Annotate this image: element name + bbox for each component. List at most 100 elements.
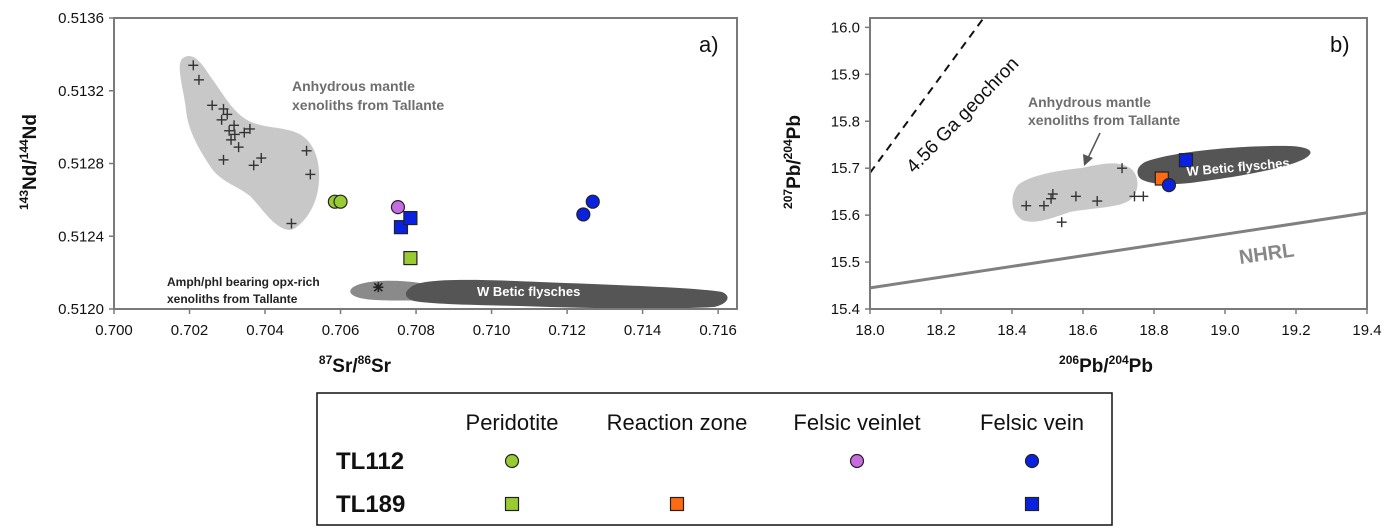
panel-a-mantle-cross: [301, 145, 312, 156]
panel-a-plot-frame: [113, 17, 738, 310]
panel-a-x-tick-label: 0.702: [171, 322, 209, 339]
panel-a-flysch-field-label: W Betic flysches: [477, 284, 580, 299]
panel-b-point-tl112-felsic-vein: [1161, 177, 1177, 193]
panel-a-mantle-cross: [207, 100, 218, 111]
panel-a-amph-star-marker: [373, 282, 384, 293]
panel-b-y-tick-label: 15.6: [831, 207, 860, 224]
panel-a-mantle-cross: [229, 129, 240, 140]
panel-b-mantle-cross: [1117, 163, 1128, 174]
panel-a-point-tl112-felsic-veinlet: [390, 200, 406, 215]
panel-b-mantle-label-line1: Anhydrous mantle: [1028, 94, 1151, 110]
panel-b-nhrl-line: [869, 211, 1368, 290]
panel-a-mantle-cross: [229, 120, 240, 131]
panel-b-field-arrowhead: [1083, 154, 1093, 166]
legend-col-reaction-zone: Reaction zone: [607, 410, 748, 435]
panel-b-y-tick-label: 15.5: [831, 254, 860, 271]
panel-a-mantle-field: [179, 56, 320, 230]
panel-a-mantle-cross: [218, 103, 229, 114]
panel-b-y-tick-label: 16.0: [831, 19, 860, 36]
panel-b-y-tick-label: 15.8: [831, 113, 860, 130]
panel-b-x-tick-label: 18.4: [997, 322, 1026, 339]
panel-b-mantle-field-label: Anhydrous mantle xenoliths from Tallante: [1028, 94, 1180, 128]
panel-a-x-tick-label: 0.708: [397, 322, 435, 339]
panel-b-mantle-cross: [1021, 200, 1032, 211]
panel-b-mantle-label-line2: xenoliths from Tallante: [1028, 112, 1180, 128]
panel-b-geochron-label: 4.56 Ga geochron: [902, 53, 1023, 177]
panel-a-mantle-crosses: [188, 60, 316, 229]
legend-markers: [504, 453, 1040, 512]
panel-a-amph-label-line1: Amph/phl bearing opx-rich: [167, 275, 320, 289]
panel-a-y-tick-label: 0.5124: [58, 228, 104, 245]
panel-b-mantle-cross: [1092, 196, 1103, 207]
legend: Peridotite Reaction zone Felsic veinlet …: [316, 392, 1113, 526]
panel-a-mantle-cross: [248, 160, 259, 171]
panel-a-x-tick-label: 0.700: [95, 322, 133, 339]
legend-row-tl189: TL189: [336, 491, 405, 518]
panel-a-x-tick-label: 0.704: [246, 322, 284, 339]
panel-b-y-ticks: 15.4 15.5 15.6 15.7 15.8 15.9 16.0: [831, 19, 870, 318]
panel-b-pb-pb-plot: 206Pb/204Pb 207Pb/204Pb 4.56 Ga geochron…: [781, 17, 1382, 377]
panel-a-y-tick-label: 0.5128: [58, 156, 104, 173]
panel-a-mantle-field-label: Anhydrous mantle xenoliths from Tallante: [292, 78, 444, 113]
panel-a-mantle-cross: [256, 153, 267, 164]
panel-a-samples: [327, 194, 600, 266]
legend-marker-tl112-felsic-vein: [1024, 453, 1040, 469]
panel-b-mantle-cross: [1047, 189, 1058, 200]
panel-b-plot-frame: [869, 17, 1368, 310]
panel-b-x-ticks: 18.0 18.2 18.4 18.6 18.8 19.0 19.2 19.4: [855, 309, 1382, 339]
panel-b-y-tick-label: 15.7: [831, 160, 860, 177]
panel-b-samples: [1154, 153, 1194, 193]
panel-a-point-tl112-felsic-vein: [576, 207, 591, 222]
panel-a-y-tick-label: 0.5136: [58, 10, 104, 27]
panel-a-sr-nd-plot: 87Sr/86Sr 143Nd/144Nd Anhydrous mantle x…: [17, 10, 738, 377]
legend-marker-tl112-felsic-veinlet: [849, 453, 865, 469]
panel-a-mantle-label-line1: Anhydrous mantle: [292, 78, 415, 94]
panel-b-y-tick-label: 15.4: [831, 301, 860, 318]
panel-a-amph-label-line2: xenoliths from Tallante: [167, 292, 298, 306]
panel-a-point-tl189-peridotite: [403, 250, 418, 266]
panel-a-mantle-cross: [224, 125, 235, 136]
panel-a-mantle-cross: [286, 218, 297, 229]
panel-a-x-tick-label: 0.706: [322, 322, 360, 339]
panel-b-point-tl189-felsic-vein: [1178, 153, 1194, 168]
panel-b-mantle-cross: [1038, 200, 1049, 211]
panel-b-x-axis-label: 206Pb/204Pb: [1059, 353, 1153, 377]
panel-a-y-axis-label: 143Nd/144Nd: [17, 114, 41, 210]
panel-a-point-tl112-peridotite: [333, 194, 348, 209]
panel-b-x-tick-label: 18.2: [926, 322, 955, 339]
panel-a-label: a): [699, 32, 719, 57]
panel-a-mantle-cross: [244, 123, 255, 134]
legend-row-tl112: TL112: [336, 448, 404, 475]
panel-b-field-arrow: [1087, 132, 1101, 159]
legend-col-felsic-veinlet: Felsic veinlet: [793, 410, 920, 435]
panel-a-point-tl189-felsic-vein: [403, 210, 418, 226]
panel-a-x-ticks: 0.700 0.702 0.704 0.706 0.708 0.710 0.712 0.714…: [95, 309, 737, 339]
panel-b-x-tick-label: 18.6: [1068, 322, 1097, 339]
legend-frame: [316, 392, 1113, 526]
panel-b-nhrl-label: NHRL: [1238, 239, 1296, 269]
panel-b-mantle-cross: [1056, 217, 1067, 228]
panel-a-y-tick-label: 0.5132: [58, 83, 104, 100]
panel-a-x-tick-label: 0.710: [473, 322, 511, 339]
panel-b-mantle-cross: [1138, 191, 1149, 202]
panel-b-x-tick-label: 19.0: [1210, 322, 1239, 339]
panel-a-x-axis-label: 87Sr/86Sr: [319, 353, 392, 377]
panel-b-x-tick-label: 19.4: [1352, 322, 1381, 339]
panel-a-mantle-label-line2: xenoliths from Tallante: [292, 97, 444, 113]
panel-a-mantle-cross: [226, 134, 237, 145]
panel-a-mantle-cross: [233, 142, 244, 153]
panel-a-amph-field-label: Amph/phl bearing opx-rich xenoliths from…: [167, 275, 323, 306]
panel-b-mantle-cross: [1070, 191, 1081, 202]
panel-b-mantle-crosses: [1021, 163, 1149, 228]
panel-a-mantle-cross: [216, 114, 227, 125]
panel-a-y-ticks: 0.5120 0.5124 0.5128 0.5132 0.5136: [58, 10, 114, 318]
panel-a-point-tl112-felsic-vein: [585, 194, 600, 209]
panel-b-y-axis-label: 207Pb/204Pb: [781, 115, 805, 209]
legend-marker-tl189-reaction-zone: [669, 496, 685, 512]
panel-a-x-tick-label: 0.712: [548, 322, 586, 339]
panel-a-x-tick-label: 0.716: [699, 322, 737, 339]
panel-a-x-tick-label: 0.714: [624, 322, 662, 339]
panel-a-mantle-cross: [305, 169, 316, 180]
panel-a-mantle-cross: [222, 109, 233, 120]
panel-a-mantle-cross: [188, 60, 199, 71]
